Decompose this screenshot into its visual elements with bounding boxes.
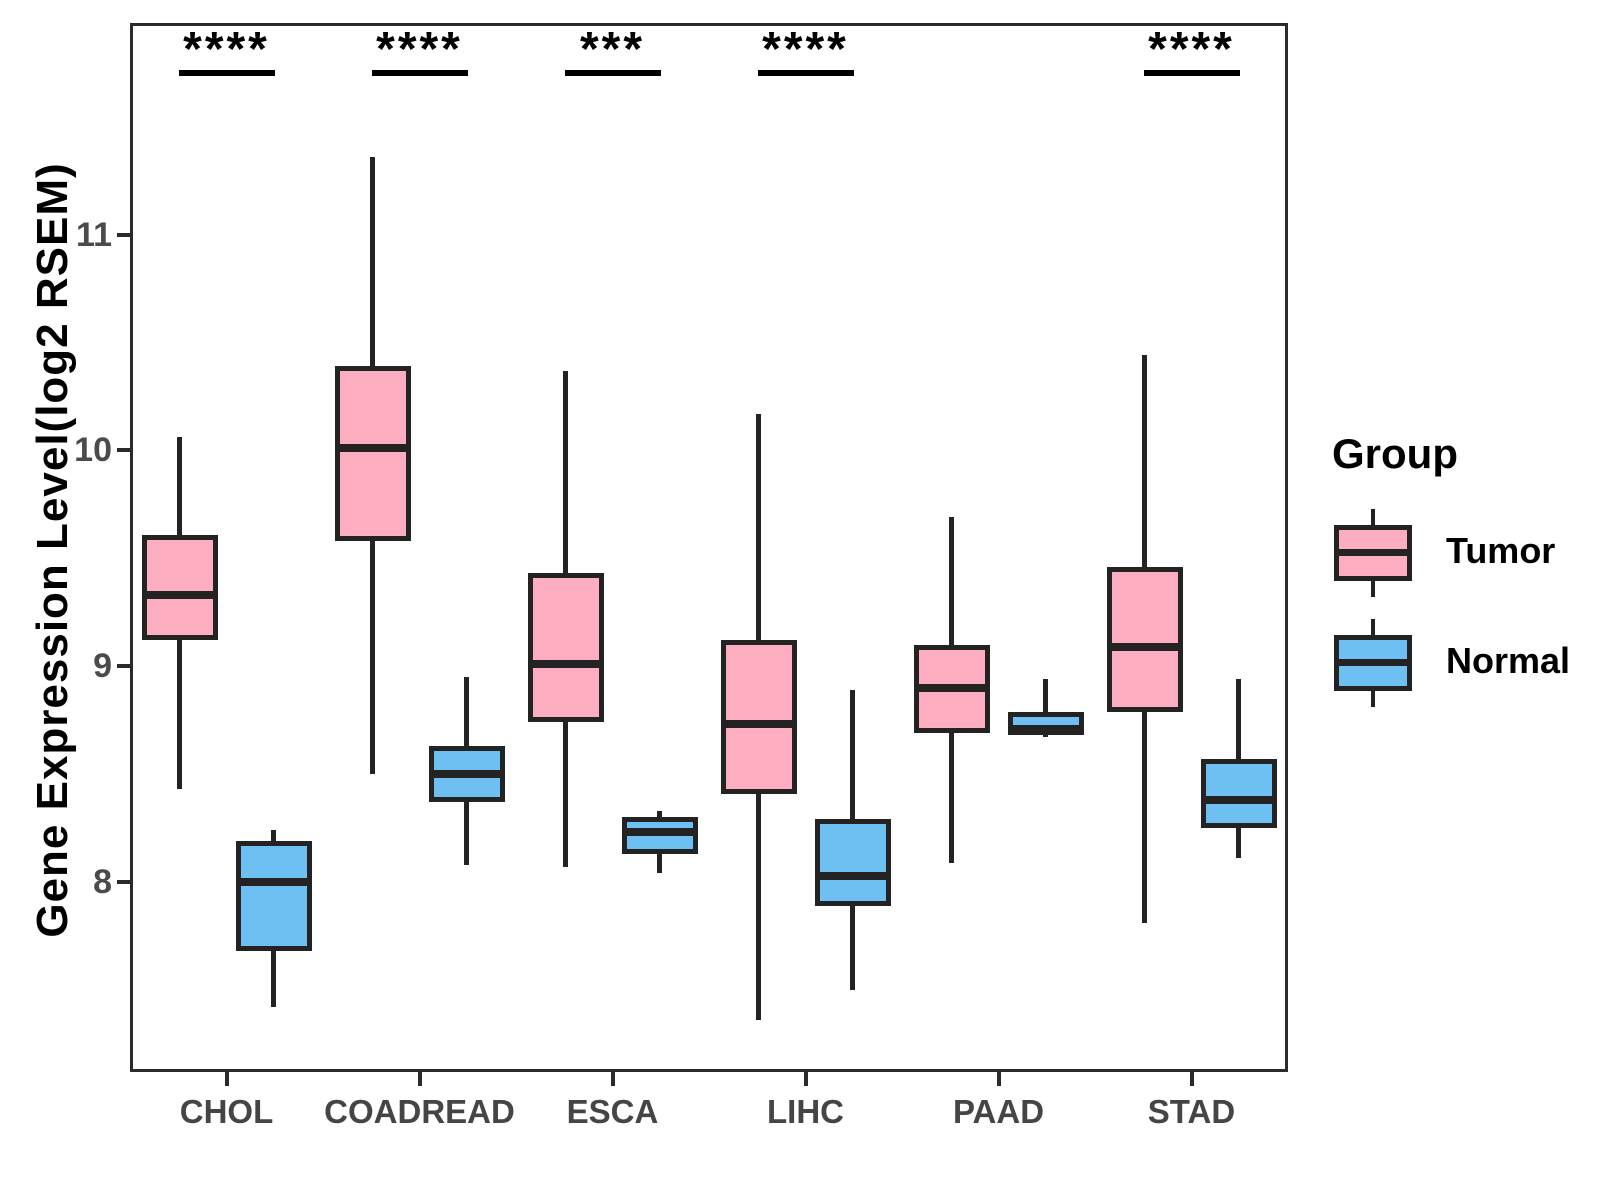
y-tick-mark-9: [117, 664, 130, 669]
whisker-lower-Tumor-CHOL: [177, 640, 182, 790]
legend-items: Tumor Normal: [1318, 504, 1598, 724]
whisker-lower-Normal-STAD: [1236, 828, 1241, 859]
y-tick-mark-11: [117, 232, 130, 237]
legend-key-boxplot-icon-normal: [1332, 619, 1414, 719]
box-Normal-LIHC: [814, 819, 891, 906]
whisker-lower-Tumor-LIHC: [756, 793, 761, 1021]
whisker-upper-Normal-STAD: [1236, 679, 1241, 760]
significance-stars-COADREAD: ****: [376, 23, 463, 76]
legend-key-median: [1334, 549, 1412, 556]
legend-title: Group: [1332, 430, 1458, 477]
box-Normal-CHOL: [235, 841, 312, 952]
x-tick-label-ESCA: ESCA: [566, 1093, 659, 1130]
x-tick-label-PAAD: PAAD: [952, 1093, 1045, 1130]
box-Tumor-STAD: [1106, 566, 1183, 712]
whisker-upper-Normal-PAAD: [1043, 679, 1048, 712]
legend: Group Tumor Normal: [1318, 430, 1598, 724]
legend-key-boxplot-icon-tumor: [1332, 509, 1414, 609]
significance-bar-LIHC: [757, 70, 854, 76]
whisker-lower-Normal-CHOL: [271, 951, 276, 1008]
median-Normal-COADREAD: [428, 770, 505, 779]
significance-stars-LIHC: ****: [762, 23, 849, 76]
box-Tumor-COADREAD: [334, 366, 411, 542]
median-Tumor-COADREAD: [334, 444, 411, 453]
plot-panel: [130, 23, 1288, 1072]
legend-key-lower-whisker: [1371, 581, 1375, 597]
whisker-lower-Normal-ESCA: [657, 853, 662, 874]
median-Normal-LIHC: [814, 871, 891, 880]
x-tick-mark-COADREAD: [417, 1072, 422, 1086]
x-tick-mark-LIHC: [803, 1072, 808, 1086]
significance-bar-COADREAD: [371, 70, 468, 76]
legend-key-upper-whisker: [1371, 619, 1375, 635]
y-tick-mark-10: [117, 448, 130, 453]
x-tick-label-LIHC: LIHC: [767, 1093, 844, 1130]
whisker-upper-Normal-COADREAD: [464, 677, 469, 747]
y-tick-label-8: 8: [93, 863, 112, 902]
whisker-lower-Tumor-COADREAD: [370, 541, 375, 775]
legend-key-median: [1334, 659, 1412, 666]
box-Tumor-CHOL: [141, 534, 218, 641]
x-tick-label-COADREAD: COADREAD: [324, 1093, 515, 1130]
whisker-upper-Tumor-CHOL: [177, 437, 182, 535]
y-tick-label-11: 11: [76, 215, 112, 254]
median-Tumor-CHOL: [141, 590, 218, 599]
y-tick-label-10: 10: [74, 431, 112, 470]
y-tick-label-9: 9: [93, 647, 112, 686]
legend-label-normal: Normal: [1446, 640, 1571, 681]
legend-item-tumor: Tumor: [1318, 504, 1598, 614]
whisker-upper-Normal-CHOL: [271, 830, 276, 842]
legend-key-upper-whisker: [1371, 509, 1375, 525]
whisker-lower-Normal-COADREAD: [464, 802, 469, 865]
whisker-upper-Normal-ESCA: [657, 810, 662, 818]
whisker-upper-Tumor-COADREAD: [370, 156, 375, 367]
whisker-upper-Tumor-LIHC: [756, 413, 761, 641]
whisker-upper-Tumor-ESCA: [563, 370, 568, 574]
significance-stars-CHOL: ****: [183, 23, 270, 76]
significance-stars-ESCA: ***: [579, 23, 646, 76]
significance-bar-ESCA: [564, 70, 661, 76]
box-Tumor-LIHC: [720, 640, 797, 794]
median-Tumor-PAAD: [913, 683, 990, 692]
y-tick-mark-8: [117, 880, 130, 885]
significance-stars-STAD: ****: [1148, 23, 1235, 76]
whisker-upper-Tumor-STAD: [1142, 355, 1147, 567]
median-Tumor-LIHC: [720, 720, 797, 729]
x-tick-label-CHOL: CHOL: [179, 1093, 274, 1130]
legend-item-normal: Normal: [1318, 614, 1598, 724]
whisker-upper-Tumor-PAAD: [949, 517, 954, 645]
x-tick-mark-CHOL: [224, 1072, 229, 1086]
significance-bar-CHOL: [178, 70, 275, 76]
box-Normal-STAD: [1200, 759, 1277, 829]
legend-key-lower-whisker: [1371, 691, 1375, 707]
whisker-lower-Tumor-STAD: [1142, 711, 1147, 924]
x-tick-mark-STAD: [1189, 1072, 1194, 1086]
whisker-upper-Normal-LIHC: [850, 689, 855, 820]
whisker-lower-Tumor-ESCA: [563, 722, 568, 867]
median-Normal-STAD: [1200, 796, 1277, 805]
whisker-lower-Normal-LIHC: [850, 905, 855, 990]
median-Tumor-STAD: [1106, 642, 1183, 651]
whisker-lower-Tumor-PAAD: [949, 733, 954, 863]
median-Normal-PAAD: [1007, 724, 1084, 733]
x-tick-mark-PAAD: [996, 1072, 1001, 1086]
median-Tumor-ESCA: [527, 660, 604, 669]
box-Tumor-ESCA: [527, 573, 604, 723]
median-Normal-CHOL: [235, 878, 312, 887]
significance-bar-STAD: [1143, 70, 1240, 76]
x-tick-mark-ESCA: [610, 1072, 615, 1086]
legend-label-tumor: Tumor: [1446, 530, 1556, 571]
median-Normal-ESCA: [621, 828, 698, 837]
x-tick-label-STAD: STAD: [1147, 1093, 1236, 1130]
whisker-lower-Normal-PAAD: [1043, 735, 1048, 738]
